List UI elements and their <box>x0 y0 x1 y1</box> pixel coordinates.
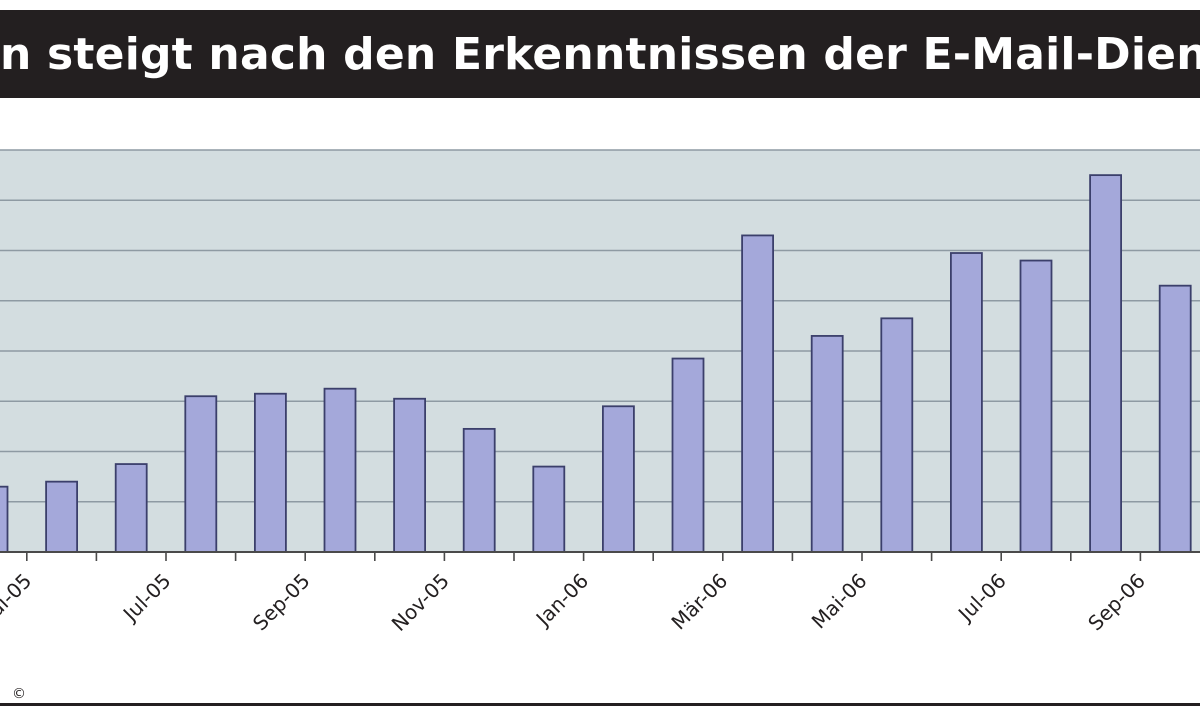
copyright-mark: © <box>12 686 26 702</box>
bar-Apr-06: Apr-06: 4.3 <box>810 335 844 553</box>
bar-Jun-05: Jun-05: 1.75 <box>114 463 148 553</box>
x-tick-label: Jul-06 <box>952 569 1011 628</box>
x-tick-label: Mai-05 <box>0 569 36 634</box>
x-axis <box>0 551 1200 561</box>
bar-Mär-06: Mär-06: 6.3 <box>741 234 774 553</box>
bar-Jan-06: Jan-06: 2.9 <box>602 405 635 553</box>
bottom-rule <box>0 703 1200 706</box>
chart-heading: n steigt nach den Erkenntnissen der E-Ma… <box>0 29 1200 80</box>
bar-Jul-05: Jul-05: 3.1 <box>184 395 218 553</box>
title-bar: n steigt nach den Erkenntnissen der E-Ma… <box>0 10 1200 98</box>
bars: Apr-05: 1.3 Mai-05: 1.4 Jun-05: 1.75 Jul-05… <box>0 174 1192 553</box>
bar-Nov-05: Nov-05: 2.45 <box>462 427 496 553</box>
bar-Jul-06: Jul-06: 5.8 <box>1019 259 1053 553</box>
bar-Jun-06: Jun-06: 5.95 <box>950 252 983 553</box>
bar-Sep-06: Sep-06: 5.3 <box>1158 284 1192 553</box>
bar-Aug-06: Aug-06: 7.5 <box>1089 174 1122 553</box>
x-tick-label: Jan-06 <box>530 569 593 632</box>
x-tick-label: Nov-05 <box>387 569 454 636</box>
x-tick-label: Mär-06 <box>666 569 732 635</box>
bar-Mai-06: Mai-06: 4.65 <box>880 317 914 553</box>
bar-Aug-05: Aug-05: 3.15 <box>253 392 287 553</box>
x-tick-label: Sep-05 <box>248 569 315 636</box>
bar-Mai-05: Mai-05: 1.4 <box>45 480 78 553</box>
x-tick-labels: Mai-05 Jul-05 Sep-05 Nov-05 Jan-06 Mär-06 Mai-… <box>0 569 1150 636</box>
bar-Feb-06: Feb-06: 3.85 <box>671 357 705 553</box>
x-tick-label: Mai-06 <box>807 569 872 634</box>
bar-Okt-05: Okt-05: 3.05 <box>393 397 427 553</box>
bar-Dez-05: Dez-05: 1.7 <box>532 465 566 553</box>
x-tick-label: Jul-05 <box>117 569 176 628</box>
bar-Apr-05: Apr-05: 1.3 <box>0 485 9 553</box>
x-tick-label: Sep-06 <box>1083 569 1150 636</box>
bar-Sep-05: Sep-05: 3.25 <box>323 387 357 553</box>
